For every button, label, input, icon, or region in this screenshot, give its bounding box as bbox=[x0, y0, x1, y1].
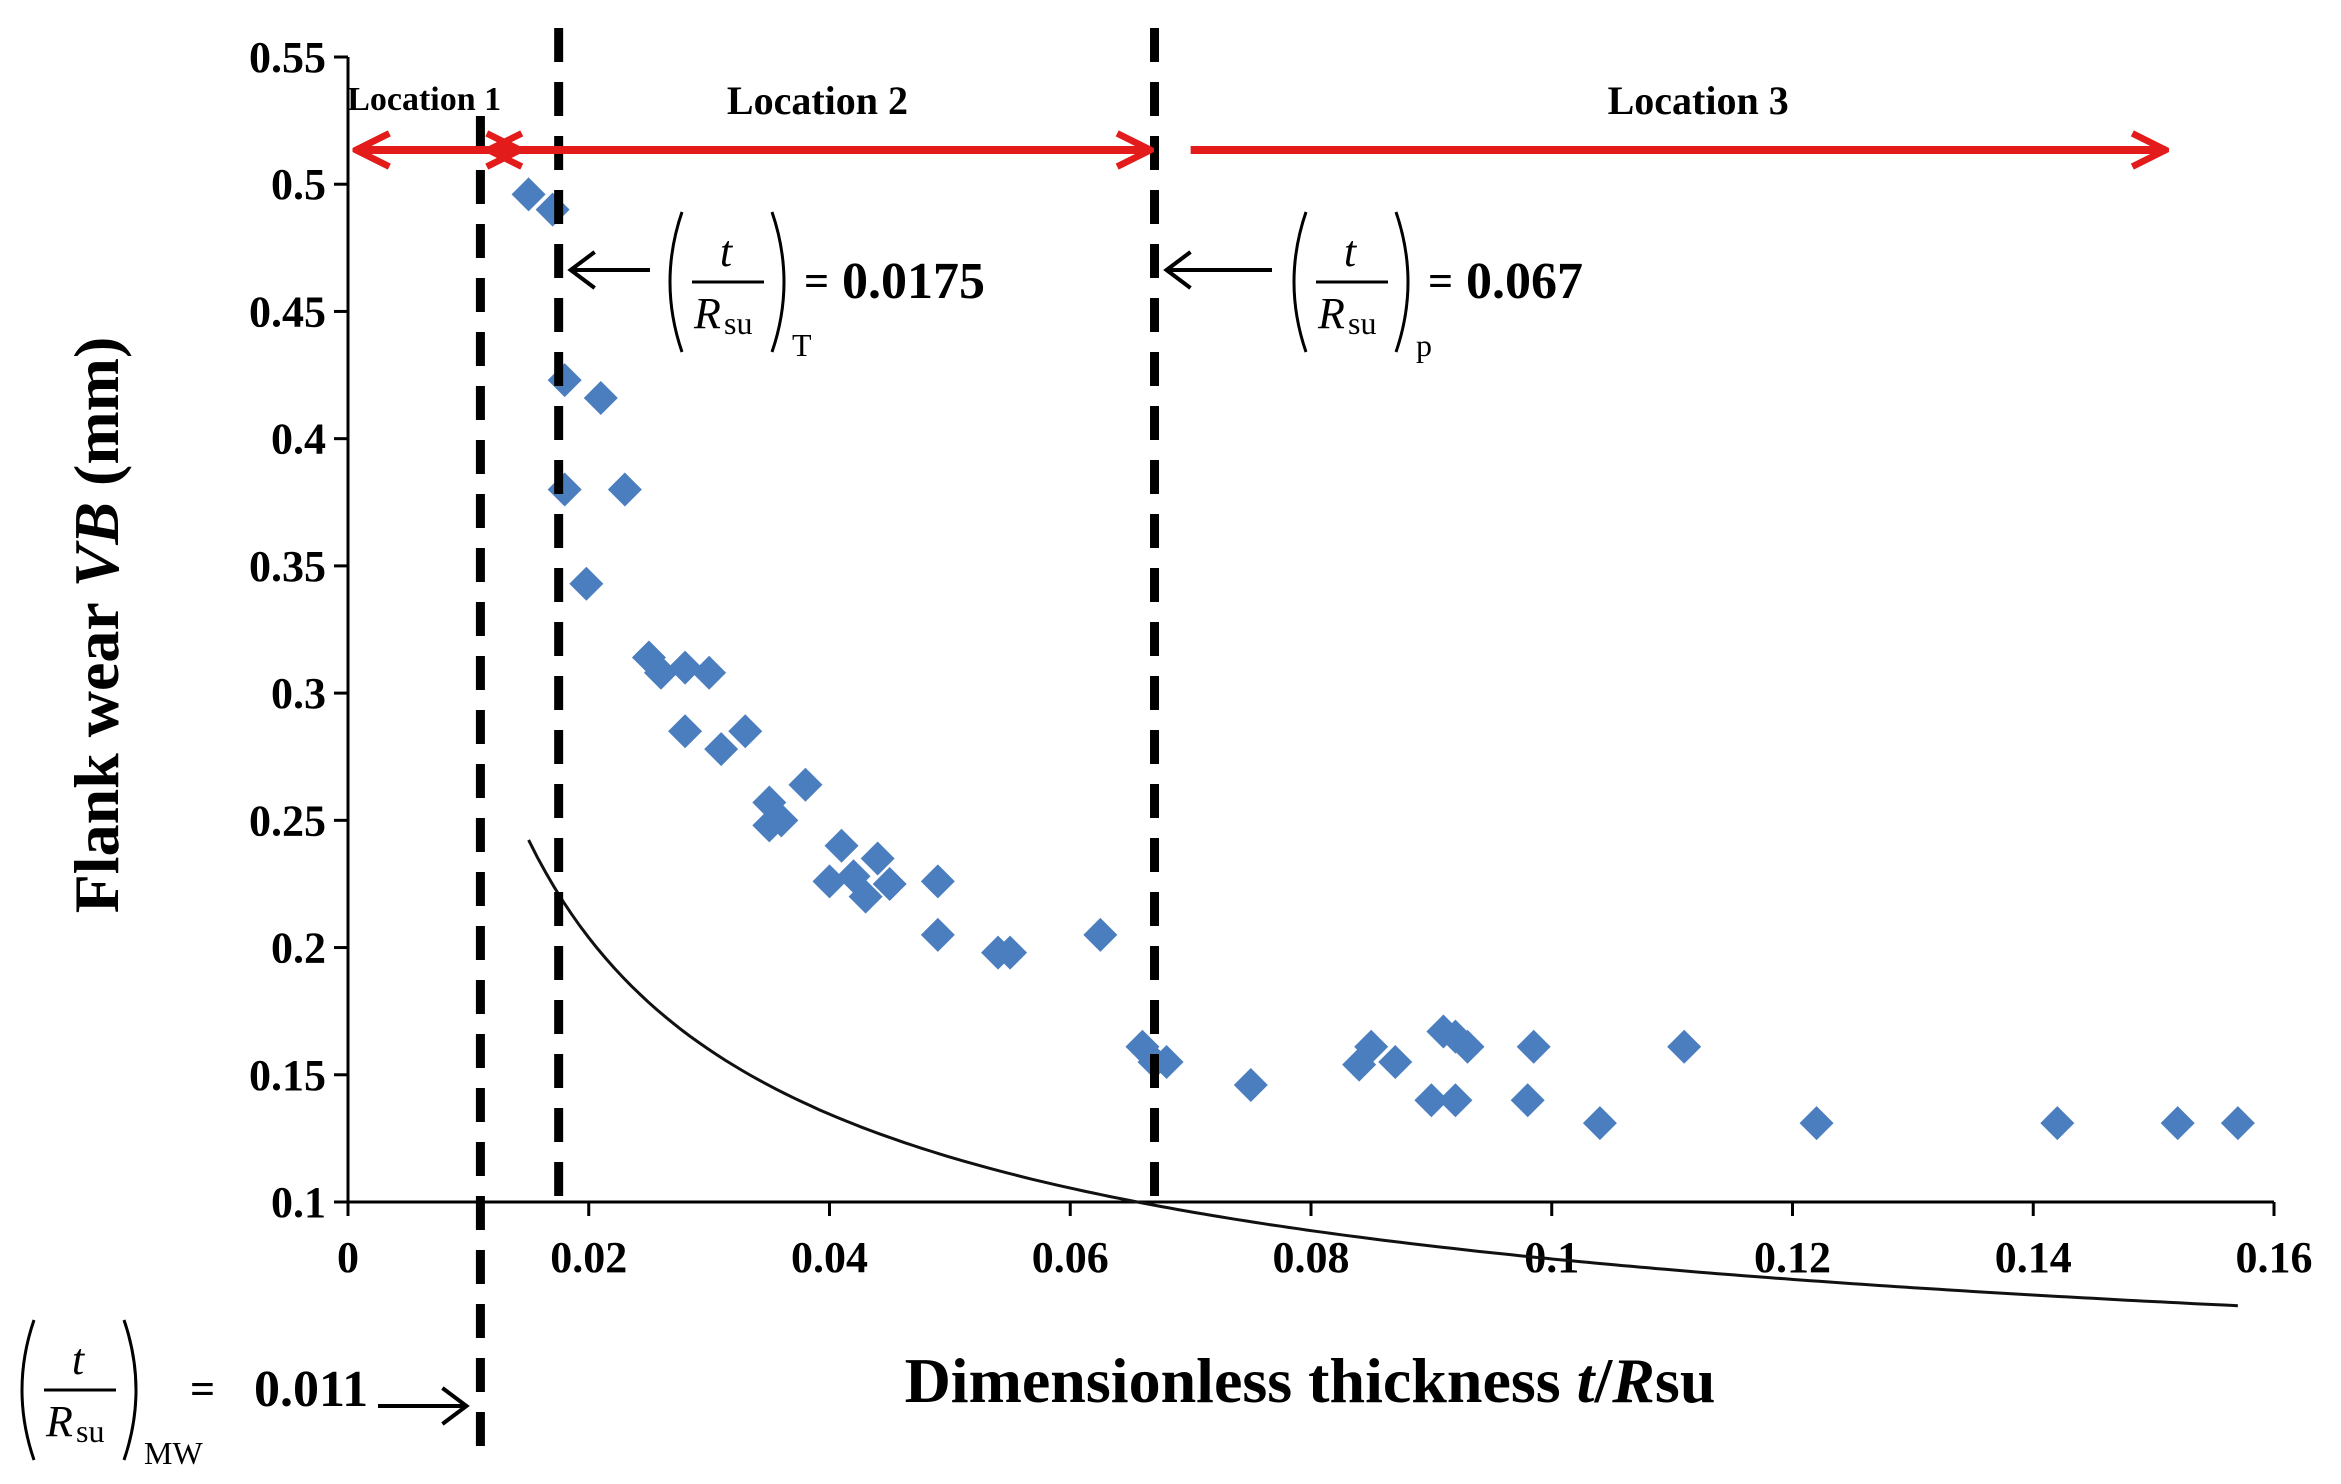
fraction-denominator: R bbox=[45, 1397, 73, 1446]
data-point bbox=[728, 714, 763, 749]
y-tick-label: 0.5 bbox=[271, 160, 326, 209]
data-point bbox=[704, 732, 739, 767]
data-point bbox=[1582, 1106, 1617, 1141]
x-tick-label: 0.04 bbox=[791, 1233, 868, 1282]
paren-right bbox=[770, 211, 786, 353]
y-tick-label: 0.25 bbox=[249, 796, 326, 845]
data-point bbox=[569, 566, 604, 601]
data-point bbox=[692, 655, 727, 690]
data-point bbox=[1354, 1029, 1389, 1064]
location-arrows: Location 1 Location 2 Location 3 bbox=[347, 78, 2165, 150]
equals-sign: = bbox=[190, 1365, 215, 1414]
trendline bbox=[527, 839, 2238, 1308]
equals-sign: = bbox=[804, 257, 829, 306]
data-point bbox=[920, 917, 955, 952]
data-point bbox=[2160, 1106, 2195, 1141]
fraction-denominator-sub: su bbox=[1348, 305, 1376, 341]
paren-right bbox=[122, 1319, 138, 1461]
fraction-numerator: t bbox=[1344, 227, 1358, 276]
data-point bbox=[1799, 1106, 1834, 1141]
y-tick-label: 0.55 bbox=[249, 33, 326, 82]
data-point bbox=[1378, 1045, 1413, 1080]
data-point bbox=[1438, 1083, 1473, 1118]
data-point bbox=[788, 767, 823, 802]
y-tick-label: 0.4 bbox=[271, 415, 326, 464]
pointer-arrow-head bbox=[567, 250, 596, 290]
data-point bbox=[872, 866, 907, 901]
data-point bbox=[920, 864, 955, 899]
x-tick-label: 0.02 bbox=[550, 1233, 627, 1282]
x-tick-label: 0.16 bbox=[2236, 1233, 2313, 1282]
data-point bbox=[1414, 1083, 1449, 1118]
location-label: Location 2 bbox=[727, 78, 908, 123]
x-tick-label: 0 bbox=[337, 1233, 359, 1282]
data-point bbox=[668, 714, 703, 749]
y-tick-label: 0.3 bbox=[271, 669, 326, 718]
y-tick-label: 0.35 bbox=[249, 542, 326, 591]
fraction-numerator: t bbox=[72, 1335, 86, 1384]
fraction-annotation: tR su p = 0.067 bbox=[1163, 211, 1583, 363]
x-tick-label: 0.06 bbox=[1032, 1233, 1109, 1282]
x-tick-label: 0.12 bbox=[1754, 1233, 1831, 1282]
pointer-arrow-head bbox=[441, 1386, 470, 1426]
paren-left bbox=[668, 211, 684, 353]
data-point bbox=[583, 380, 618, 415]
data-point bbox=[860, 841, 895, 876]
data-point bbox=[547, 472, 582, 507]
data-point bbox=[1083, 917, 1118, 952]
data-point bbox=[607, 472, 642, 507]
x-tick-label: 0.14 bbox=[1995, 1233, 2072, 1282]
data-point bbox=[2040, 1106, 2075, 1141]
paren-left bbox=[20, 1319, 36, 1461]
data-point bbox=[2220, 1106, 2255, 1141]
y-tick-label: 0.15 bbox=[249, 1051, 326, 1100]
equals-sign: = bbox=[1428, 257, 1453, 306]
fraction-denominator: R bbox=[1317, 289, 1345, 338]
x-tick-label: 0.08 bbox=[1273, 1233, 1350, 1282]
data-point bbox=[547, 363, 582, 398]
y-tick-label: 0.45 bbox=[249, 287, 326, 336]
threshold-value: 0.011 bbox=[254, 1361, 368, 1418]
location-label: Location 3 bbox=[1608, 78, 1789, 123]
fraction-numerator: t bbox=[720, 227, 734, 276]
data-point bbox=[824, 828, 859, 863]
y-axis-ticks: 0.1 0.15 0.2 0.25 0.3 0.35 0.4 0.45 0.5 0.55 bbox=[249, 33, 348, 1227]
y-axis-title: Flank wear VB (mm) bbox=[61, 337, 132, 914]
data-point bbox=[1510, 1083, 1545, 1118]
paren-right bbox=[1394, 211, 1410, 353]
fraction-denominator-sub: su bbox=[76, 1413, 104, 1449]
data-point bbox=[812, 864, 847, 899]
fraction-denominator: R bbox=[693, 289, 721, 338]
threshold-value: 0.067 bbox=[1466, 253, 1583, 310]
data-point bbox=[993, 935, 1028, 970]
x-axis-ticks: 0 0.02 0.04 0.06 0.08 0.1 0.12 0.14 0.16 bbox=[337, 1202, 2313, 1282]
data-point bbox=[764, 803, 799, 838]
data-point bbox=[1516, 1029, 1551, 1064]
data-point bbox=[1450, 1029, 1485, 1064]
fraction-subscript: p bbox=[1416, 327, 1432, 363]
paren-left bbox=[1292, 211, 1308, 353]
data-point bbox=[643, 655, 678, 690]
fraction-annotation: tR su T = 0.0175 bbox=[567, 211, 985, 363]
threshold-lines bbox=[475, 28, 1160, 1448]
pointer-arrow-head bbox=[1163, 250, 1192, 290]
data-point bbox=[1233, 1067, 1268, 1102]
data-points bbox=[511, 177, 2255, 1141]
location-label: Location 1 bbox=[347, 81, 501, 118]
data-point bbox=[511, 177, 546, 212]
threshold-value: 0.0175 bbox=[842, 253, 985, 310]
data-point bbox=[1667, 1029, 1702, 1064]
fraction-subscript: T bbox=[792, 327, 812, 363]
y-tick-label: 0.1 bbox=[271, 1178, 326, 1227]
x-axis-title: Dimensionless thickness t/Rsu bbox=[905, 1345, 1716, 1416]
fraction-annotation: tR su MW = 0.011 bbox=[20, 1319, 470, 1471]
fraction-subscript: MW bbox=[144, 1435, 203, 1471]
y-tick-label: 0.2 bbox=[271, 924, 326, 973]
data-point bbox=[668, 650, 703, 685]
data-point bbox=[848, 879, 883, 914]
fraction-denominator-sub: su bbox=[724, 305, 752, 341]
